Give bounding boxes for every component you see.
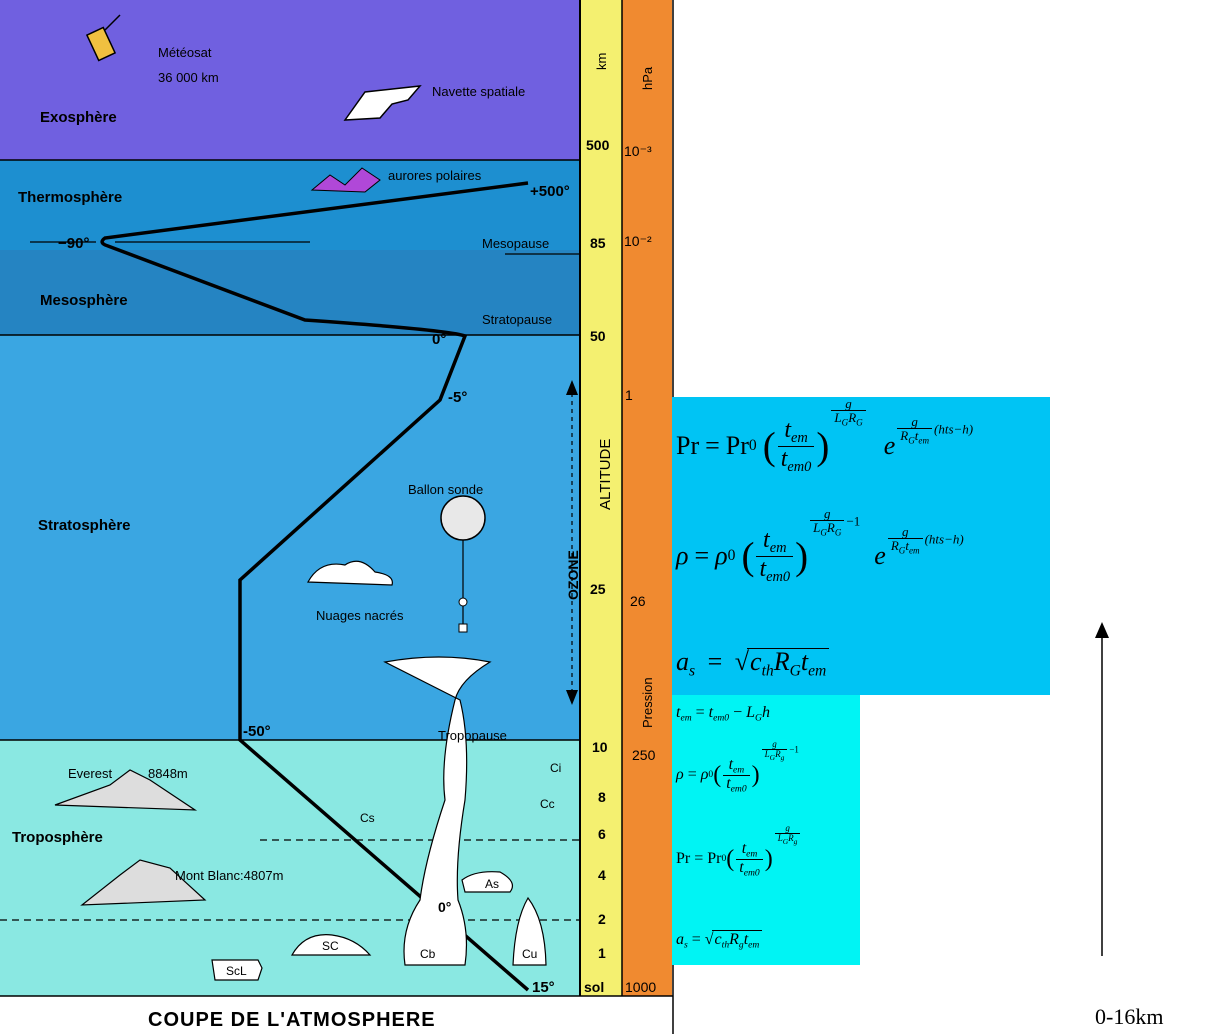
formula-panel-upper (672, 397, 1050, 695)
formula-temperature: tem = tem0 − LGh (676, 704, 770, 724)
km-tick-sol: sol (584, 979, 604, 995)
cloud-label-cc: Cc (540, 797, 555, 811)
formula-pressure-troposphere: Pr = Pr 0 ( tem tem0 ) g LGRg (676, 824, 802, 894)
cloud-label-sc: SC (322, 939, 339, 953)
label-everest: Everest (68, 766, 112, 781)
balloon-icon (440, 495, 486, 633)
km-tick-50: 50 (590, 328, 606, 344)
cloud-label-cu: Cu (522, 947, 537, 961)
mont-blanc-icon (80, 859, 207, 906)
label-troposphere: Troposphère (12, 829, 103, 846)
km-tick-8: 8 (598, 789, 606, 805)
cloud-label-scl: ScL (226, 964, 247, 978)
nacreous-cloud-icon (307, 560, 393, 586)
altostratus-cloud (461, 871, 513, 893)
formula-panel-lower (672, 695, 860, 965)
cloud-label-as: As (485, 877, 499, 891)
formula-sound-speed-full: as = √cthRGtem (676, 647, 830, 679)
label-nacreous-clouds: Nuages nacrés (316, 608, 404, 623)
km-tick-2: 2 (598, 911, 606, 927)
km-tick-500: 500 (586, 137, 610, 153)
label-ozone: OZONE (565, 550, 581, 600)
everest-icon (54, 769, 198, 811)
mesosphere-band (0, 250, 580, 335)
label-km-header: km (594, 53, 609, 70)
km-tick-6: 6 (598, 826, 606, 842)
cloud-label-cb: Cb (420, 947, 436, 961)
stratus-layer-cloud (211, 959, 263, 981)
thermosphere-band (0, 160, 580, 250)
symbol-pr-lower: Pr (676, 850, 691, 867)
cumulus-cloud (512, 896, 547, 966)
label-exosphere: Exosphère (40, 109, 117, 126)
km-tick-1: 1 (598, 945, 606, 961)
formula-sound-speed-troposphere: as = √cthRgtem (676, 930, 763, 950)
label-meteosat: Météosat (158, 45, 212, 60)
label-altitude: ALTITUDE (597, 439, 614, 510)
km-tick-85: 85 (590, 235, 606, 251)
hpa-tick-1e-3: 10⁻³ (624, 143, 652, 159)
cloud-label-cs: Cs (360, 811, 375, 825)
hpa-tick-26: 26 (630, 593, 646, 609)
label-tropopause: Tropopause (438, 728, 507, 743)
label-thermosphere: Thermosphère (18, 189, 122, 206)
temp-zero-troposphere: 0° (438, 899, 451, 915)
diagram-title: COUPE DE L'ATMOSPHERE (148, 1009, 436, 1031)
altitude-range-label: 0-16km (1095, 1004, 1164, 1029)
label-mont-blanc: Mont Blanc:4807m (175, 868, 283, 883)
hpa-tick-1: 1 (625, 387, 633, 403)
stratosphere-band (0, 335, 580, 740)
label-mesosphere: Mesosphère (40, 292, 128, 309)
symbol-as: a (676, 647, 689, 676)
hpa-tick-1000: 1000 (625, 979, 656, 995)
symbol-tem: t (676, 704, 681, 721)
temp-zero-stratopause: 0° (432, 331, 446, 348)
temp-minus-50: -50° (243, 723, 271, 740)
label-meteosat-altitude: 36 000 km (158, 70, 219, 85)
label-stratopause: Stratopause (482, 312, 552, 327)
label-shuttle: Navette spatiale (432, 84, 525, 99)
formula-pressure-full: Pr = Pr 0 ( tem tem0 ) g LGRG e g RGtem (hts−… (676, 395, 974, 475)
label-balloon: Ballon sonde (408, 482, 483, 497)
temp-minus-90: −90° (58, 235, 89, 252)
meteosat-icon (85, 14, 121, 62)
km-tick-4: 4 (598, 867, 606, 883)
hpa-tick-250: 250 (632, 747, 656, 763)
temperature-profile-line (100, 181, 530, 992)
symbol-as-lower: a (676, 931, 684, 948)
temp-minus-5: -5° (448, 389, 467, 406)
km-tick-25: 25 (590, 581, 606, 597)
symbol-pr0: Pr (725, 431, 749, 460)
hpa-scale-bar (622, 0, 672, 996)
altitude-arrow (1095, 622, 1109, 956)
label-pression: Pression (640, 677, 655, 728)
label-stratosphere: Stratosphère (38, 517, 131, 534)
temp-plus-500: +500° (530, 183, 570, 200)
km-scale-bar (580, 0, 622, 996)
hpa-tick-1e-2: 10⁻² (624, 233, 652, 249)
atmosphere-diagram: Exosphère Thermosphère Mesosphère Strato… (0, 0, 674, 1034)
km-tick-10: 10 (592, 739, 608, 755)
symbol-pr: Pr (676, 431, 700, 460)
aurora-icon (310, 167, 381, 193)
label-aurora: aurores polaires (388, 168, 482, 183)
symbol-rho: ρ (676, 541, 689, 570)
label-everest-altitude: 8848m (148, 766, 188, 781)
label-hpa-header: hPa (640, 66, 655, 90)
temp-15: 15° (532, 979, 555, 996)
cumulonimbus-cloud (383, 656, 492, 966)
label-mesopause: Mesopause (482, 236, 549, 251)
stratocumulus-cloud (290, 934, 372, 956)
exosphere-band (0, 0, 580, 160)
shuttle-icon (343, 85, 422, 121)
symbol-rho-lower: ρ (676, 766, 684, 783)
cloud-label-ci: Ci (550, 761, 561, 775)
